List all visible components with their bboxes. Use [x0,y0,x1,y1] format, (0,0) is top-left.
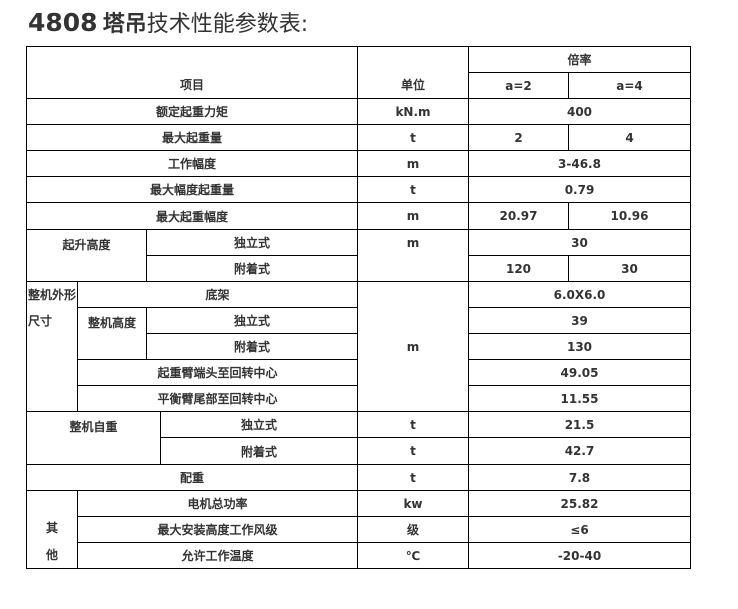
unit-max-load: t [357,124,469,151]
header-item: 项目 [26,46,358,99]
label-motor: 电机总功率 [77,490,358,517]
label-counterweight: 配重 [26,464,358,491]
unit-rated-moment: kN.m [357,98,469,125]
label-counter-jib: 平衡臂尾部至回转中心 [77,385,358,412]
value-weight-free: 21.5 [468,411,691,438]
label-max-load-range: 最大起重幅度 [26,202,358,230]
label-other: 其 他 [26,490,78,569]
value-lift-att-a4: 30 [568,255,691,282]
unit-max-range-load: t [357,176,469,203]
label-max-load: 最大起重量 [26,124,358,151]
label-height-attached: 附着式 [146,333,358,360]
unit-weight-free: t [357,411,469,438]
header-unit: 单位 [357,46,469,99]
label-machine-height: 整机高度 [77,307,147,360]
value-work-range: 3-46.8 [468,150,691,177]
label-weight-attached: 附着式 [160,437,358,465]
label-lift-free: 独立式 [146,229,358,256]
value-temp: -20-40 [468,542,691,569]
unit-work-range: m [357,150,469,177]
unit-counterweight: t [357,464,469,491]
value-max-load-range-a2: 20.97 [468,202,569,230]
title-text: 技术性能参数表: [146,12,309,37]
label-other-1: 其 [45,520,58,535]
unit-wind: 级 [357,516,469,543]
value-motor: 25.82 [468,490,691,517]
value-max-load-a2: 2 [468,124,569,151]
model-number: 4808 [28,8,98,37]
label-lift-height: 起升高度 [26,229,147,282]
value-height-free: 39 [468,307,691,334]
value-jib: 49.05 [468,359,691,386]
page-title: 4808 塔吊技术性能参数表: [28,6,308,38]
unit-temp: ℃ [357,542,469,569]
label-weight-free: 独立式 [160,411,358,438]
label-dimensions: 整机外形尺寸 [26,281,78,412]
value-lift-att-a2: 120 [468,255,569,282]
value-counterweight: 7.8 [468,464,691,491]
value-rated-moment: 400 [468,98,691,125]
value-lift-free: 30 [468,229,691,256]
value-weight-attached: 42.7 [468,437,691,465]
unit-lift-height: m [357,229,469,282]
title-bold: 塔吊 [102,12,147,37]
label-chassis: 底架 [77,281,358,308]
unit-max-load-range: m [357,202,469,230]
label-wind: 最大安装高度工作风级 [77,516,358,543]
label-other-2: 他 [45,547,58,562]
label-rated-moment: 额定起重力矩 [26,98,358,125]
label-max-range-load: 最大幅度起重量 [26,176,358,203]
unit-dimensions: m [357,281,469,412]
value-counter-jib: 11.55 [468,385,691,412]
unit-motor: kw [357,490,469,517]
label-lift-attached: 附着式 [146,255,358,282]
unit-weight-attached: t [357,437,469,465]
header-ratio: 倍率 [468,46,691,73]
label-work-range: 工作幅度 [26,150,358,177]
label-self-weight: 整机自重 [26,411,161,465]
value-chassis: 6.0X6.0 [468,281,691,308]
label-height-free: 独立式 [146,307,358,334]
label-jib: 起重臂端头至回转中心 [77,359,358,386]
label-temp: 允许工作温度 [77,542,358,569]
value-max-load-a4: 4 [568,124,691,151]
value-max-load-range-a4: 10.96 [568,202,691,230]
header-a2: a=2 [468,72,569,99]
header-a4: a=4 [568,72,691,99]
value-wind: ≤6 [468,516,691,543]
value-height-attached: 130 [468,333,691,360]
value-max-range-load: 0.79 [468,176,691,203]
